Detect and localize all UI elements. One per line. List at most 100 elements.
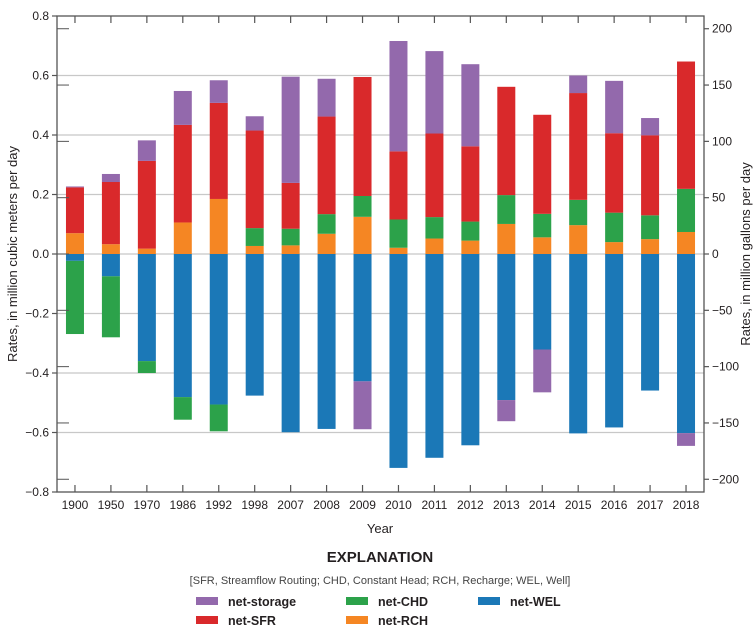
- bar-net-SFR-1992: [209, 102, 228, 199]
- bar-net-WEL-2010: [389, 254, 408, 468]
- bar-net-SFR-1986: [173, 124, 192, 223]
- bar-net-CHD-1950: [101, 276, 120, 338]
- bar-net-WEL-1998: [245, 254, 264, 396]
- legend-swatch: [478, 597, 500, 605]
- bar-net-storage-1970: [137, 140, 156, 161]
- y-tick-label: 0.0: [32, 247, 49, 261]
- bar-net-CHD-2015: [569, 199, 588, 226]
- x-tick-label: 2013: [493, 498, 520, 512]
- bar-net-CHD-2014: [533, 213, 552, 238]
- bar-net-storage-2011: [425, 51, 444, 134]
- axis-ticks: 0.8 0.6 0.4 0.2 0.0 −0.2 −0.4 −0.6 −0.8 200 150 100…: [25, 9, 739, 512]
- legend-title: EXPLANATION: [327, 549, 433, 566]
- x-tick-label: 2017: [637, 498, 664, 512]
- bar-net-SFR-1970: [137, 160, 156, 249]
- bar-net-storage-2007: [281, 76, 300, 183]
- x-tick-label: 1970: [134, 498, 161, 512]
- bar-net-WEL-2008: [317, 254, 336, 429]
- bar-net-RCH-1998: [245, 245, 264, 254]
- y-tick-label: 0.4: [32, 128, 49, 142]
- legend-item-net-chd: net-CHD: [346, 595, 428, 609]
- x-tick-label: 2011: [422, 498, 448, 512]
- bar-net-CHD-2008: [317, 214, 336, 234]
- bar-net-storage-2010: [389, 40, 408, 152]
- bar-net-RCH-2009: [353, 216, 372, 254]
- y-tick-label: −0.2: [25, 307, 49, 321]
- legend-item-net-wel: net-WEL: [478, 595, 561, 609]
- y-right-tick-label: −150: [712, 416, 739, 430]
- bar-net-CHD-1900: [65, 260, 84, 335]
- bar-net-RCH-2013: [497, 223, 516, 254]
- bar-net-CHD-1998: [245, 228, 264, 246]
- bar-net-storage-2012: [461, 64, 480, 147]
- y-tick-label: −0.8: [25, 485, 49, 499]
- y-tick-label: −0.6: [25, 426, 49, 440]
- bar-net-RCH-2014: [533, 237, 552, 254]
- bar-net-CHD-2013: [497, 195, 516, 224]
- legend-swatch: [196, 597, 218, 605]
- y-right-tick-label: 50: [712, 191, 726, 205]
- bar-net-RCH-2011: [425, 238, 444, 254]
- legend-label: net-SFR: [228, 614, 276, 628]
- bar-net-storage-2018: [677, 433, 696, 446]
- y-tick-label: 0.6: [32, 69, 49, 83]
- bar-net-SFR-1900: [65, 187, 84, 234]
- legend: EXPLANATION [SFR, Streamflow Routing; CH…: [190, 549, 571, 628]
- x-tick-label: 2014: [529, 498, 556, 512]
- bar-net-storage-1998: [245, 116, 264, 131]
- bar-net-RCH-2007: [281, 245, 300, 254]
- x-tick-label: 2007: [277, 498, 304, 512]
- bar-net-storage-2017: [641, 118, 660, 136]
- bar-net-SFR-2008: [317, 116, 336, 215]
- bar-net-WEL-1986: [173, 254, 192, 398]
- bar-net-storage-2008: [317, 78, 336, 117]
- legend-label: net-storage: [228, 595, 296, 609]
- bar-net-RCH-1992: [209, 198, 228, 254]
- x-tick-label: 2018: [673, 498, 700, 512]
- bar-net-SFR-2009: [353, 76, 372, 196]
- bar-net-CHD-2009: [353, 195, 372, 217]
- bar-net-SFR-2018: [677, 61, 696, 189]
- x-tick-label: 1900: [62, 498, 89, 512]
- x-tick-label: 2015: [565, 498, 592, 512]
- bar-net-WEL-2012: [461, 254, 480, 446]
- legend-swatch: [346, 597, 368, 605]
- bar-net-WEL-2013: [497, 254, 516, 401]
- bar-net-RCH-2015: [569, 225, 588, 254]
- bar-net-CHD-1992: [209, 404, 228, 432]
- legend-label: net-RCH: [378, 614, 428, 628]
- legend-label: net-WEL: [510, 595, 561, 609]
- bar-net-WEL-2016: [605, 254, 624, 428]
- bar-net-storage-2014: [533, 349, 552, 393]
- bar-net-RCH-2017: [641, 239, 660, 254]
- bar-net-WEL-1900: [65, 254, 84, 261]
- y-right-tick-label: 0: [712, 247, 719, 261]
- legend-item-net-sfr: net-SFR: [196, 614, 276, 628]
- bar-net-SFR-2014: [533, 114, 552, 214]
- bar-net-CHD-2011: [425, 217, 444, 239]
- bar-net-WEL-2011: [425, 254, 444, 458]
- bar-net-RCH-2016: [605, 242, 624, 254]
- bar-net-RCH-1970: [137, 248, 156, 254]
- legend-label: net-CHD: [378, 595, 428, 609]
- x-tick-label: 2010: [385, 498, 412, 512]
- bar-net-SFR-2010: [389, 151, 408, 220]
- bar-net-RCH-2008: [317, 233, 336, 254]
- legend-swatch: [196, 616, 218, 624]
- bar-net-WEL-2015: [569, 254, 588, 434]
- bar-net-RCH-2010: [389, 247, 408, 254]
- bar-net-SFR-2016: [605, 133, 624, 213]
- bar-net-storage-1992: [209, 80, 228, 103]
- bar-net-RCH-1900: [65, 233, 84, 254]
- y-axis-label-right: Rates, in million gallons per day: [738, 162, 753, 346]
- y-right-tick-label: −100: [712, 360, 739, 374]
- bar-net-CHD-1970: [137, 361, 156, 373]
- y-right-tick-label: −50: [712, 303, 733, 317]
- legend-subtitle: [SFR, Streamflow Routing; CHD, Constant …: [190, 575, 571, 587]
- legend-item-net-rch: net-RCH: [346, 614, 428, 628]
- x-tick-label: 1950: [98, 498, 125, 512]
- legend-swatch: [346, 616, 368, 624]
- bar-net-RCH-1950: [101, 244, 120, 254]
- y-right-tick-label: −200: [712, 472, 739, 486]
